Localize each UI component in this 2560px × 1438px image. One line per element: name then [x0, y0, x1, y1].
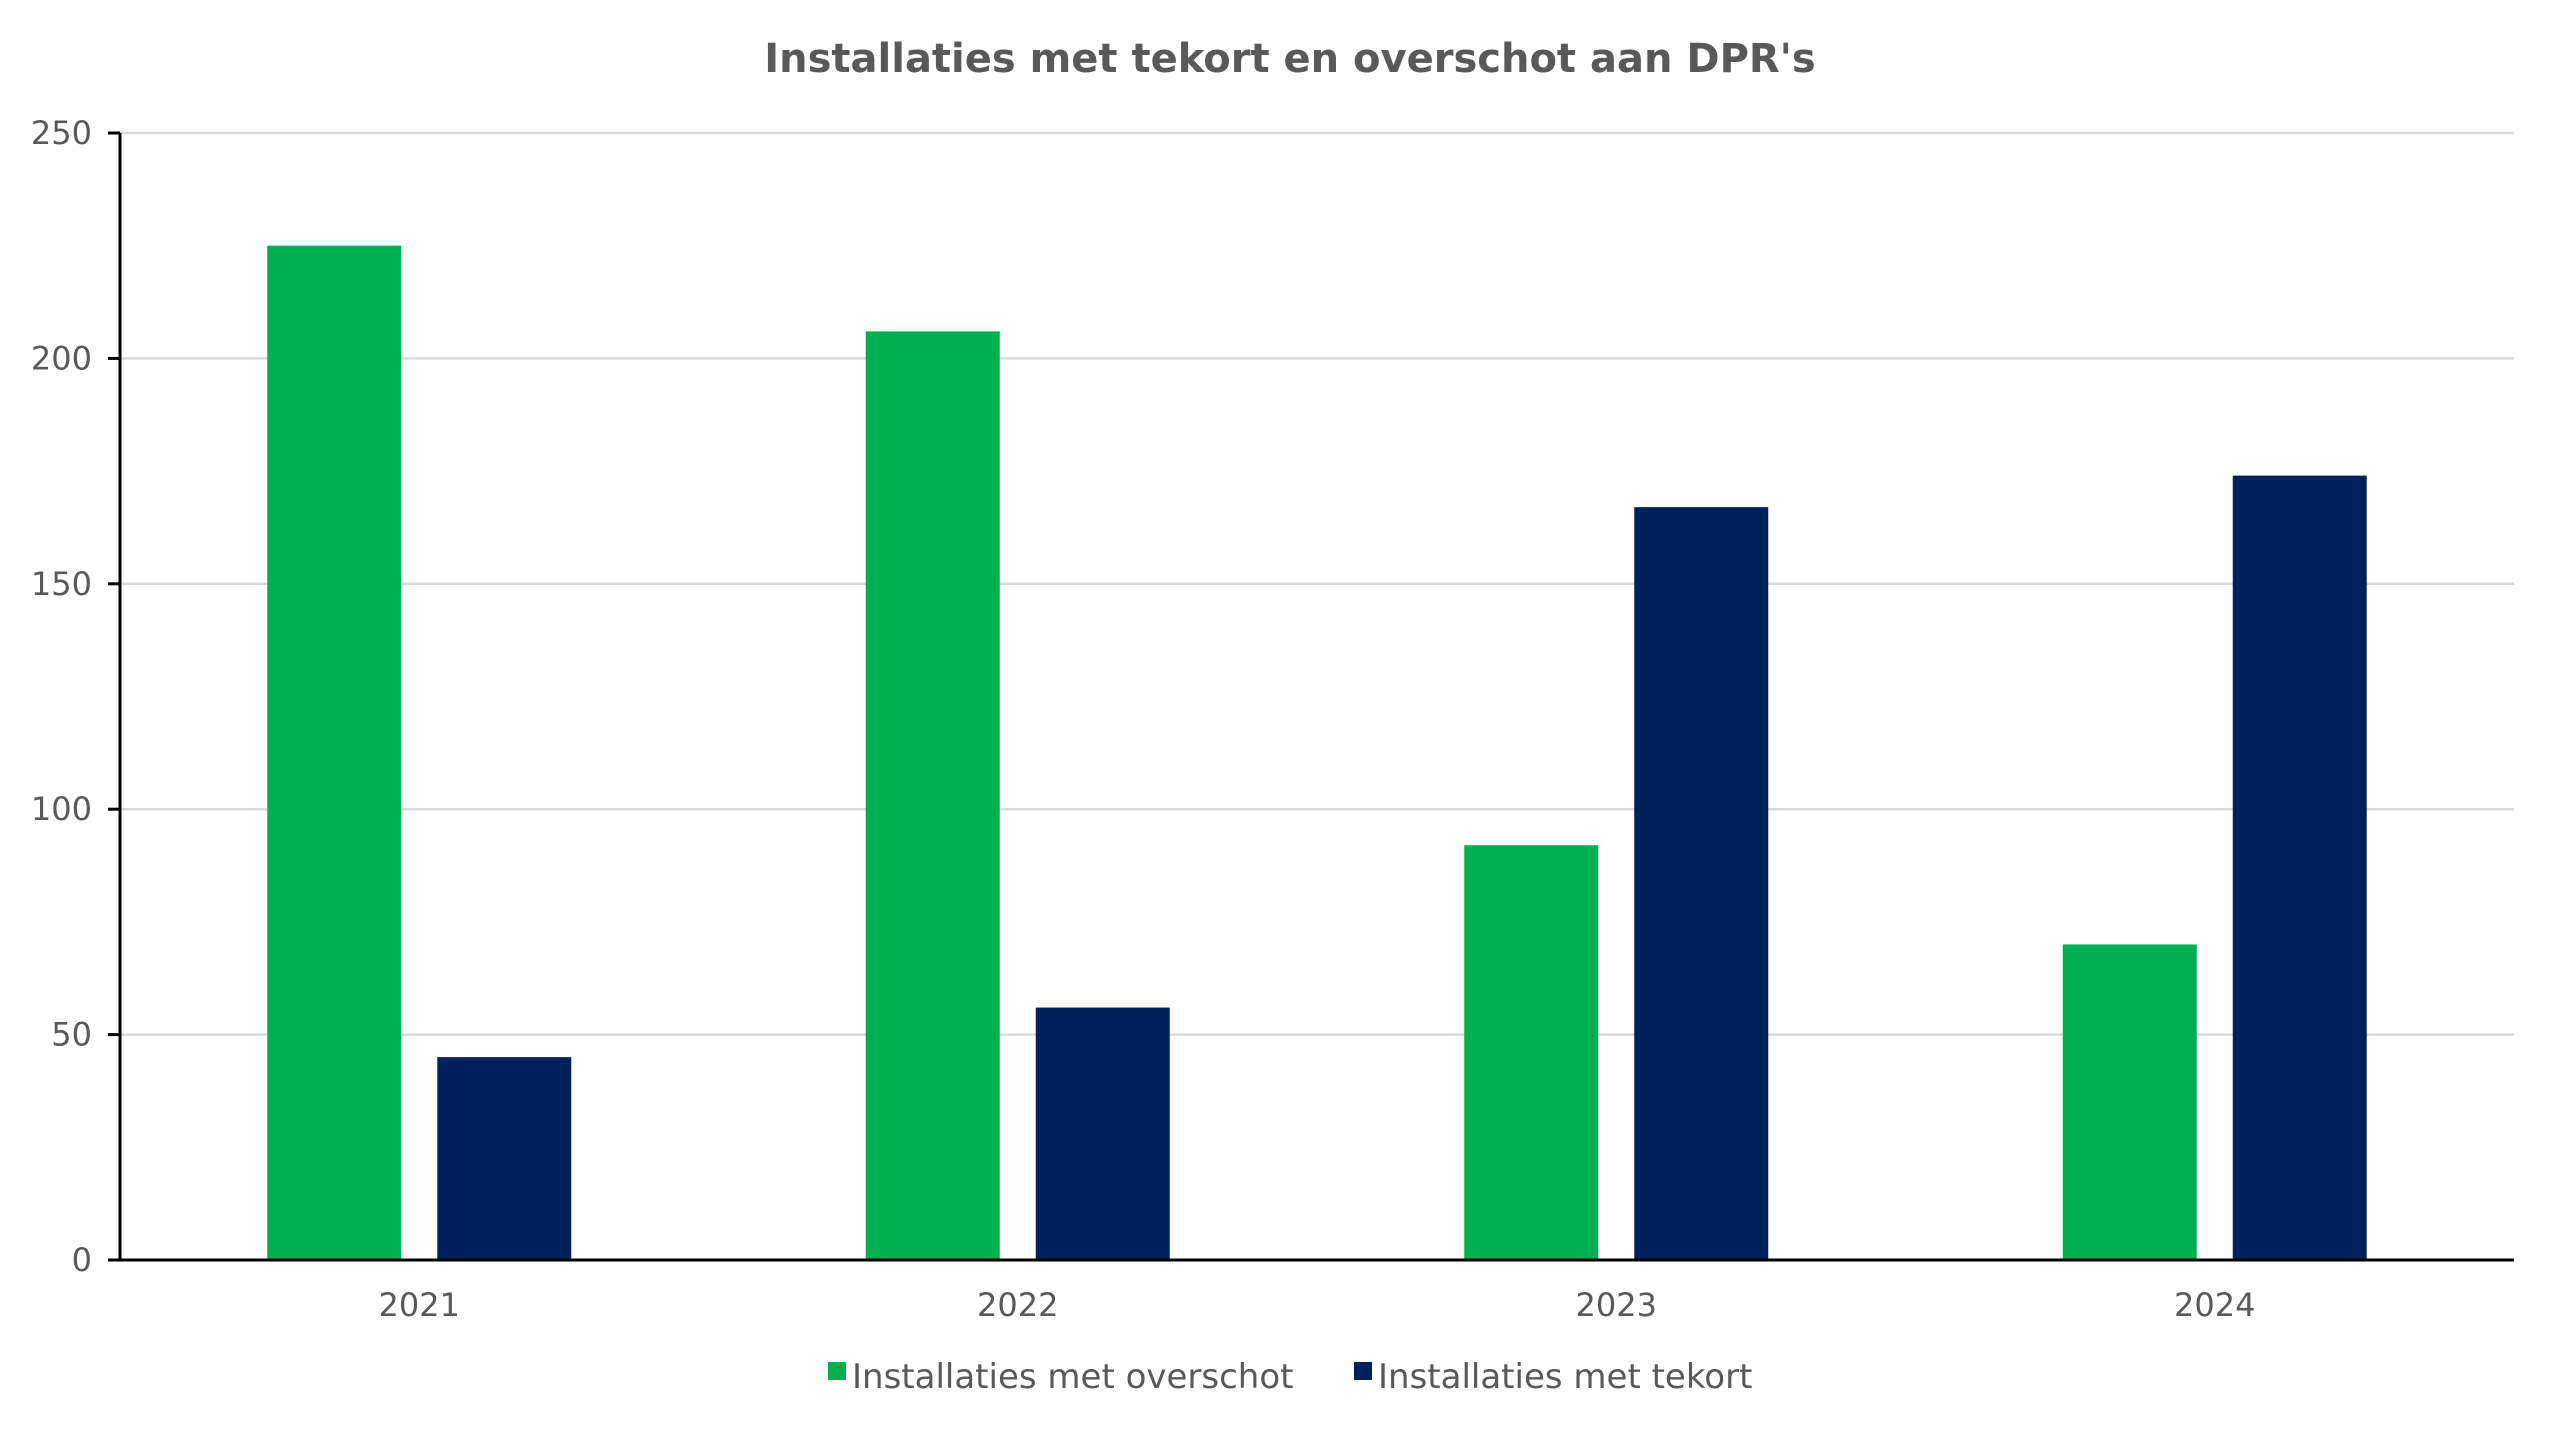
bar-overschot-2024: [2062, 944, 2197, 1260]
legend: Installaties met overschot Installaties m…: [828, 1357, 1752, 1397]
y-tick-label: 250: [31, 114, 92, 152]
x-axis-ticks: 2021 2022 2023 2024: [379, 1286, 2256, 1324]
legend-label: Installaties met tekort: [1378, 1357, 1752, 1397]
bar-tekort-2024: [2232, 475, 2367, 1260]
y-tick-label: 150: [31, 565, 92, 603]
gridlines: [120, 131, 2514, 1036]
legend-swatch-tekort: [1354, 1362, 1372, 1380]
y-axis-ticks: 0 50 100 150 200 250: [31, 114, 120, 1279]
bar-tekort-2023: [1634, 507, 1769, 1260]
x-tick-label: 2022: [977, 1286, 1058, 1324]
bar-tekort-2021: [437, 1057, 572, 1260]
bar-overschot-2023: [1464, 845, 1599, 1260]
bar-overschot-2022: [865, 331, 1000, 1260]
legend-label: Installaties met overschot: [852, 1357, 1294, 1397]
y-tick-label: 200: [31, 339, 92, 377]
axes: [108, 133, 2514, 1262]
x-tick-label: 2024: [2174, 1286, 2255, 1324]
legend-swatch-overschot: [828, 1362, 846, 1380]
bar-tekort-2022: [1035, 1007, 1170, 1260]
y-tick-label: 50: [51, 1016, 92, 1054]
chart-title: Installaties met tekort en overschot aan…: [764, 36, 1816, 82]
bars: [267, 245, 2367, 1260]
y-tick-label: 100: [31, 790, 92, 828]
x-tick-label: 2023: [1576, 1286, 1657, 1324]
bar-overschot-2021: [267, 245, 402, 1260]
x-tick-label: 2021: [379, 1286, 460, 1324]
y-tick-label: 0: [72, 1241, 92, 1279]
